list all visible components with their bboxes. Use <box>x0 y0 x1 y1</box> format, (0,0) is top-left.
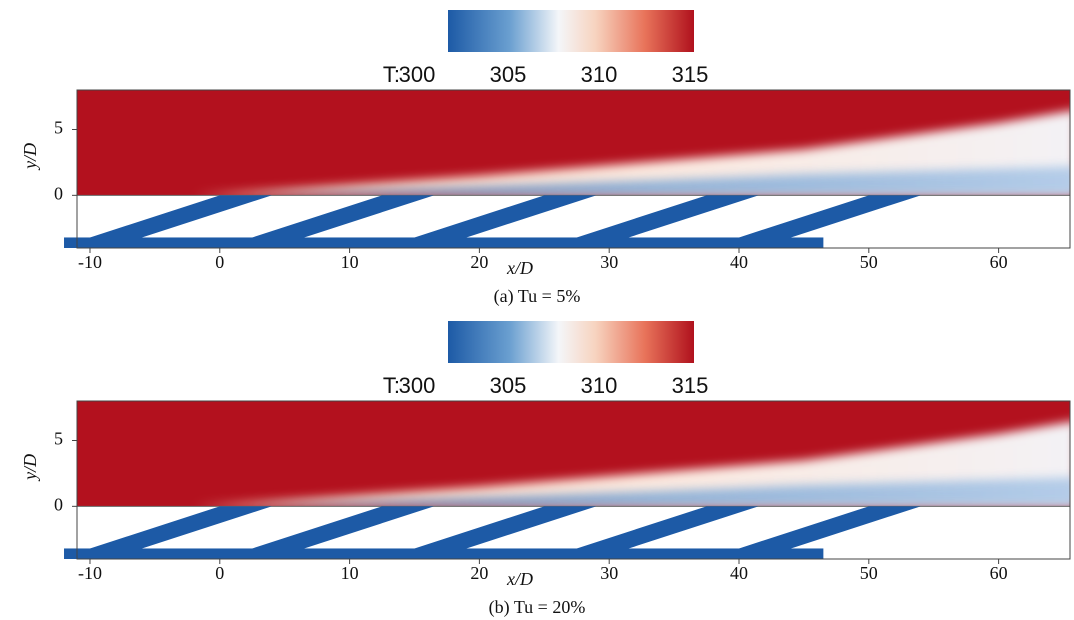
colorbar-gradient <box>448 321 694 363</box>
hole <box>252 195 434 238</box>
colorbar-label: T: <box>383 62 400 87</box>
y-tick-label: 5 <box>54 429 63 449</box>
mixing-field <box>193 421 1070 507</box>
y-tick-label: 0 <box>54 183 63 203</box>
hole <box>576 506 759 549</box>
x-tick-label: 40 <box>730 563 748 583</box>
colorbar-tick-label: 305 <box>490 373 527 398</box>
plenum <box>64 548 824 559</box>
coolant-layer <box>245 166 1070 196</box>
x-tick-label: 60 <box>990 563 1008 583</box>
colorbar-tick-label: 315 <box>672 373 709 398</box>
colorbar: T:300 305 310 315 <box>383 10 708 87</box>
y-tick-label: 5 <box>54 118 63 138</box>
x-tick-label: 40 <box>730 252 748 272</box>
x-tick-label: 30 <box>600 252 618 272</box>
panel: T:300 305 310 315 -10 0 10 20 30 40 50 60 0 5 x/D y/D (a… <box>20 10 1071 307</box>
colorbar-gradient <box>448 10 694 52</box>
x-tick-label: 20 <box>470 563 488 583</box>
x-tick-label: -10 <box>78 563 102 583</box>
x-tick-label: 20 <box>470 252 488 272</box>
mixing-field <box>193 110 1070 196</box>
hole <box>739 506 921 549</box>
x-axis-label: x/D <box>506 258 533 278</box>
hole <box>414 506 597 549</box>
hole <box>252 506 434 549</box>
colorbar-label: T: <box>383 373 400 398</box>
x-axis-label: x/D <box>506 569 533 589</box>
x-tick-label: -10 <box>78 252 102 272</box>
x-tick-label: 0 <box>215 563 224 583</box>
frame <box>76 89 1071 249</box>
coolant-layer <box>245 477 1070 507</box>
colorbar-tick-label: 315 <box>672 62 709 87</box>
colorbar: T:300 305 310 315 <box>383 321 708 398</box>
x-tick-label: 10 <box>341 563 359 583</box>
caption: (a) Tu = 5% <box>494 286 581 307</box>
hole <box>576 195 759 238</box>
colorbar-tick-label: 305 <box>490 62 527 87</box>
y-axis-label: y/D <box>20 143 40 171</box>
hole <box>739 195 921 238</box>
hole <box>414 195 597 238</box>
x-tick-label: 30 <box>600 563 618 583</box>
x-tick-label: 50 <box>860 252 878 272</box>
y-axis-label: y/D <box>20 454 40 482</box>
plenum <box>64 237 824 248</box>
colorbar-tick-label: 300 <box>399 373 436 398</box>
frame <box>76 400 1071 560</box>
colorbar-tick-label: 310 <box>581 62 618 87</box>
caption: (b) Tu = 20% <box>489 597 586 618</box>
y-tick-label: 0 <box>54 494 63 514</box>
x-tick-label: 0 <box>215 252 224 272</box>
x-tick-label: 60 <box>990 252 1008 272</box>
colorbar-tick-label: 300 <box>399 62 436 87</box>
x-tick-label: 10 <box>341 252 359 272</box>
hole <box>89 506 272 549</box>
panel: T:300 305 310 315 -10 0 10 20 30 40 50 60 0 5 x/D y/D (b… <box>20 321 1071 618</box>
x-tick-label: 50 <box>860 563 878 583</box>
colorbar-tick-label: 310 <box>581 373 618 398</box>
hole <box>89 195 272 238</box>
